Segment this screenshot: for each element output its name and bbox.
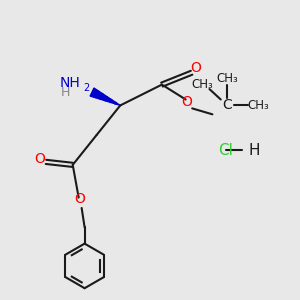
Text: 2: 2 bbox=[83, 82, 89, 93]
Text: CH₃: CH₃ bbox=[248, 99, 269, 112]
Text: CH₃: CH₃ bbox=[216, 72, 238, 85]
Text: H: H bbox=[248, 142, 260, 158]
Text: O: O bbox=[34, 152, 46, 166]
Text: CH₃: CH₃ bbox=[191, 78, 213, 91]
Text: NH: NH bbox=[59, 76, 80, 90]
Text: O: O bbox=[190, 61, 202, 75]
Text: O: O bbox=[75, 192, 86, 206]
Text: H: H bbox=[61, 85, 70, 98]
Polygon shape bbox=[90, 88, 120, 105]
Text: O: O bbox=[182, 95, 193, 110]
Text: Cl: Cl bbox=[218, 142, 233, 158]
Text: C: C bbox=[222, 98, 232, 112]
